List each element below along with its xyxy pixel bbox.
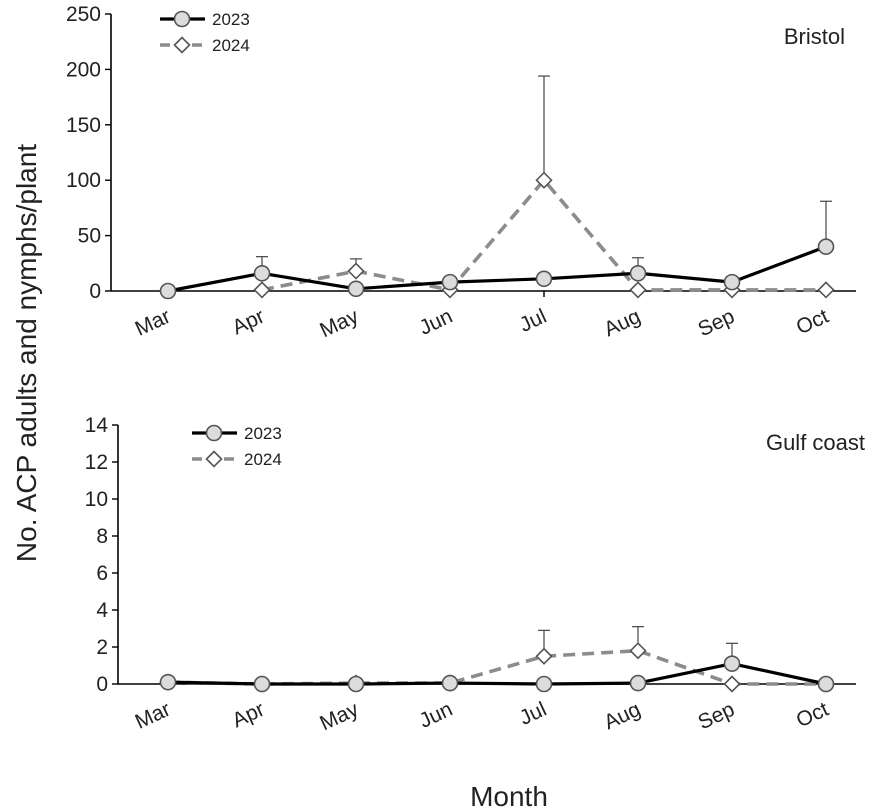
- y-tick-label: 0: [89, 280, 101, 303]
- x-tick-label-sep: Sep: [695, 698, 739, 735]
- panel-title: Bristol: [784, 24, 845, 49]
- y-tick-label: 2: [96, 636, 108, 659]
- legend: 2023 2024: [160, 10, 250, 55]
- legend-label-2024: 2024: [212, 36, 250, 55]
- data-point-2023-jul: [535, 270, 553, 288]
- data-point-2023-sep: [723, 273, 741, 291]
- y-tick-label: 0: [96, 673, 108, 696]
- legend: 2023 2024: [192, 424, 282, 469]
- x-tick-label-oct: Oct: [793, 305, 832, 340]
- data-point-2023-oct: [817, 675, 835, 693]
- series-line-2023: [167, 245, 827, 293]
- x-tick-label-apr: Apr: [229, 305, 268, 340]
- data-point-2024-apr: [253, 281, 271, 299]
- x-tick-label-may: May: [316, 304, 362, 342]
- data-point-2023-aug: [629, 264, 647, 282]
- panel-bristol: 0 50 100 150 200 250 Mar Apr May Jun Jul Aug Sep Oct 2…: [66, 3, 856, 342]
- y-tick-label: 8: [96, 525, 108, 548]
- x-tick-label-mar: Mar: [132, 305, 175, 341]
- data-point-2023-jun: [441, 674, 459, 692]
- y-tick-label: 150: [66, 114, 101, 137]
- y-axis-label: No. ACP adults and nymphs/plant: [11, 144, 42, 562]
- x-tick-label-oct: Oct: [793, 698, 832, 733]
- data-point-2024-aug: [629, 642, 647, 660]
- x-tick-label-apr: Apr: [229, 698, 268, 733]
- data-point-2023-apr: [253, 264, 271, 282]
- x-tick-label-jul: Jul: [516, 698, 550, 730]
- series-2023: [159, 642, 835, 693]
- data-point-2024-aug: [629, 281, 647, 299]
- x-tick-label-mar: Mar: [132, 698, 175, 734]
- y-tick-label: 250: [66, 3, 101, 26]
- x-tick-label-may: May: [316, 697, 362, 735]
- legend-marker-2024: [173, 36, 191, 54]
- data-point-2023-may: [347, 280, 365, 298]
- data-point-2023-jun: [441, 273, 459, 291]
- legend-label-2023: 2023: [212, 10, 250, 29]
- x-tick-label-aug: Aug: [601, 305, 645, 342]
- data-point-2024-jul: [535, 171, 553, 189]
- legend-marker-2023: [173, 10, 191, 28]
- y-tick-label: 100: [66, 169, 101, 192]
- y-tick-label: 200: [66, 58, 101, 81]
- series-line-2023: [167, 662, 827, 686]
- x-tick-label-sep: Sep: [695, 305, 739, 342]
- x-tick-label-jun: Jun: [416, 698, 456, 733]
- data-point-2024-may: [347, 262, 365, 280]
- y-tick-label: 6: [96, 562, 108, 585]
- y-tick-label: 4: [96, 599, 108, 622]
- data-point-2023-mar: [159, 673, 177, 691]
- data-point-2023-mar: [159, 282, 177, 300]
- data-point-2024-oct: [817, 281, 835, 299]
- data-point-2024-sep: [723, 675, 741, 693]
- x-tick-label-jun: Jun: [416, 305, 456, 340]
- legend-label-2024: 2024: [244, 450, 282, 469]
- data-point-2024-jul: [535, 647, 553, 665]
- y-tick-label: 10: [85, 488, 108, 511]
- x-tick-label-jul: Jul: [516, 305, 550, 337]
- series-2023: [159, 200, 835, 300]
- panel-title: Gulf coast: [766, 430, 865, 455]
- legend-marker-2024: [205, 450, 223, 468]
- data-point-2023-apr: [253, 675, 271, 693]
- y-tick-label: 12: [85, 451, 108, 474]
- y-tick-label: 50: [78, 225, 101, 248]
- legend-label-2023: 2023: [244, 424, 282, 443]
- data-point-2023-jul: [535, 675, 553, 693]
- data-point-2023-aug: [629, 674, 647, 692]
- data-point-2023-oct: [817, 238, 835, 255]
- legend-marker-2023: [205, 424, 223, 442]
- data-point-2023-sep: [723, 655, 741, 672]
- x-tick-label-aug: Aug: [601, 698, 645, 735]
- series-line-2024: [167, 648, 826, 686]
- y-tick-label: 14: [85, 414, 109, 437]
- series-2024: [253, 75, 835, 299]
- x-axis-label: Month: [470, 781, 548, 812]
- data-point-2023-may: [347, 675, 365, 693]
